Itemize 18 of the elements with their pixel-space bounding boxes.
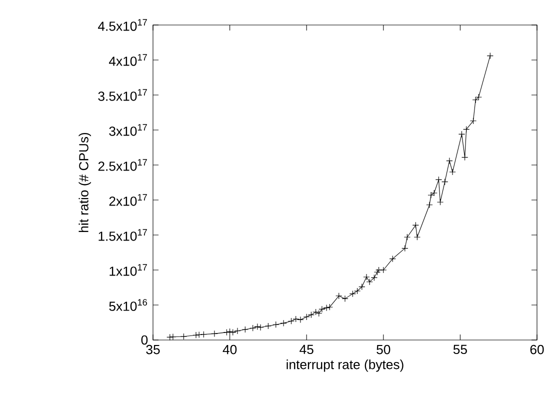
x-tick-label: 60 [530,344,544,354]
y-tick-label: 1.5x10$^{17}$ [98,229,147,241]
y-tick-label: 0 [141,335,148,345]
y-tick-label: 2x10$^{17}$ [109,194,147,206]
x-tick-label: 40 [222,344,237,354]
y-tick-label: 3.5x10$^{17}$ [98,89,147,101]
y-tick-label: 4x10$^{17}$ [108,54,147,66]
y-tick-label: 5x10$^{16}$ [109,299,148,311]
x-tick-label: 50 [376,344,390,354]
y-tick-label: 4.5x10$^{17}$ [98,19,147,31]
x-tick-label: 35 [146,344,160,354]
y-axis-title: hit ratio (# CPUs) [78,132,91,232]
x-tick-label: 55 [453,344,467,354]
x-axis-title: interrupt rate (bytes) [286,360,404,372]
y-tick-label: 1x10$^{17}$ [110,264,147,276]
y-tick-label: 3x10$^{17}$ [109,124,147,136]
x-tick-label: 45 [300,344,314,354]
y-tick-label: 2.5x10$^{17}$ [98,159,147,171]
